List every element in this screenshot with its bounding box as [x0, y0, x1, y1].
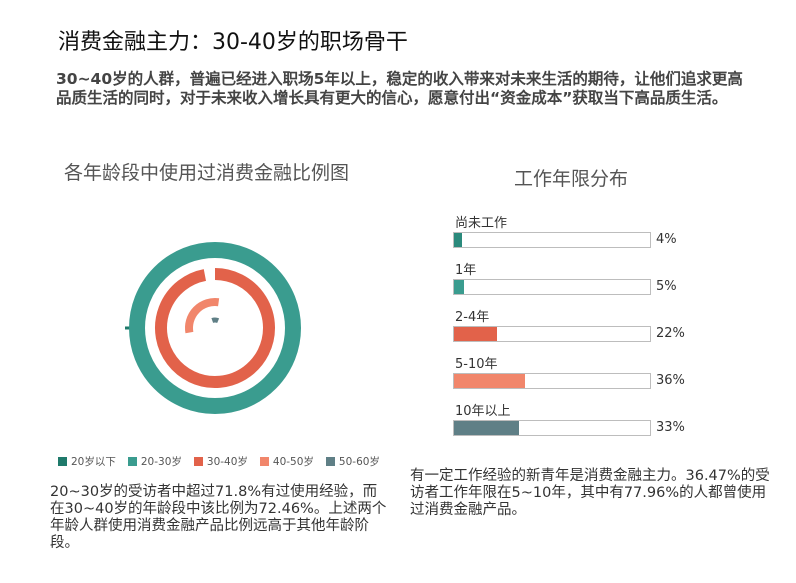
- legend-label: 20-30岁: [140, 456, 182, 468]
- bar-row: 尚未工作 4%: [453, 212, 753, 252]
- bar-fill: [454, 374, 525, 388]
- legend-label: 40-50岁: [272, 456, 314, 468]
- work-years-note: 有一定工作经验的新青年是消费金融主力。36.47%的受访者工作年限在5~10年，…: [410, 468, 770, 518]
- age-usage-note: 20~30岁的受访者中超过71.8%有过使用经验，而在30~40岁的年龄段中该比…: [50, 484, 387, 551]
- legend-label: 20岁以下: [71, 456, 116, 468]
- bar-category-label: 尚未工作: [455, 216, 508, 231]
- bar-track: [453, 232, 651, 248]
- donut-arc-4: [211, 317, 220, 324]
- radial-donut-chart: [125, 242, 301, 414]
- bar-fill: [454, 233, 462, 247]
- bar-row: 1年 5%: [453, 259, 753, 299]
- legend-swatch: [325, 457, 335, 466]
- bar-category-label: 10年以上: [455, 404, 511, 419]
- legend-item-4: 50-60岁: [325, 454, 380, 469]
- intro-paragraph: 30~40岁的人群，普遍已经进入职场5年以上，稳定的收入带来对未来生活的期待，让…: [56, 70, 743, 107]
- bar-row: 2-4年 22%: [453, 306, 753, 346]
- bar-row: 10年以上 33%: [453, 400, 753, 440]
- bar-chart-title: 工作年限分布: [514, 168, 629, 190]
- donut-arc-3: [185, 298, 220, 334]
- bar-track: [453, 279, 651, 295]
- bar-value-label: 36%: [656, 373, 685, 388]
- donut-legend: 20岁以下 20-30岁 30-40岁 40-50岁 50-60岁: [58, 454, 380, 469]
- legend-swatch: [127, 457, 137, 466]
- bar-category-label: 5-10年: [455, 357, 498, 372]
- bar-fill: [454, 327, 498, 341]
- bar-fill: [454, 280, 464, 294]
- bar-category-label: 1年: [455, 263, 477, 278]
- legend-label: 50-60岁: [338, 456, 380, 468]
- bar-fill: [454, 421, 519, 435]
- work-years-bar-chart: 尚未工作 4% 1年 5% 2-4年 22% 5-10年 36% 10年以上 33%: [453, 212, 753, 448]
- bar-track: [453, 420, 651, 436]
- legend-label: 30-40岁: [206, 456, 248, 468]
- legend-swatch: [193, 457, 203, 466]
- donut-chart-title: 各年龄段中使用过消费金融比例图: [64, 162, 350, 184]
- donut-arc-2: [155, 268, 275, 388]
- bar-value-label: 5%: [656, 279, 677, 294]
- bar-value-label: 4%: [656, 232, 677, 247]
- bar-track: [453, 326, 651, 342]
- donut-arc-1: [129, 242, 301, 414]
- page-title: 消费金融主力：30-40岁的职场骨干: [58, 30, 408, 55]
- bar-category-label: 2-4年: [455, 310, 490, 325]
- legend-item-3: 40-50岁: [259, 454, 314, 469]
- legend-swatch: [58, 457, 67, 466]
- legend-item-2: 30-40岁: [193, 454, 248, 469]
- legend-item-1: 20-30岁: [127, 454, 182, 469]
- legend-item-0: 20岁以下: [58, 454, 116, 469]
- bar-row: 5-10年 36%: [453, 353, 753, 393]
- bar-track: [453, 373, 651, 389]
- legend-swatch: [259, 457, 269, 466]
- bar-value-label: 22%: [656, 326, 685, 341]
- bar-value-label: 33%: [656, 420, 685, 435]
